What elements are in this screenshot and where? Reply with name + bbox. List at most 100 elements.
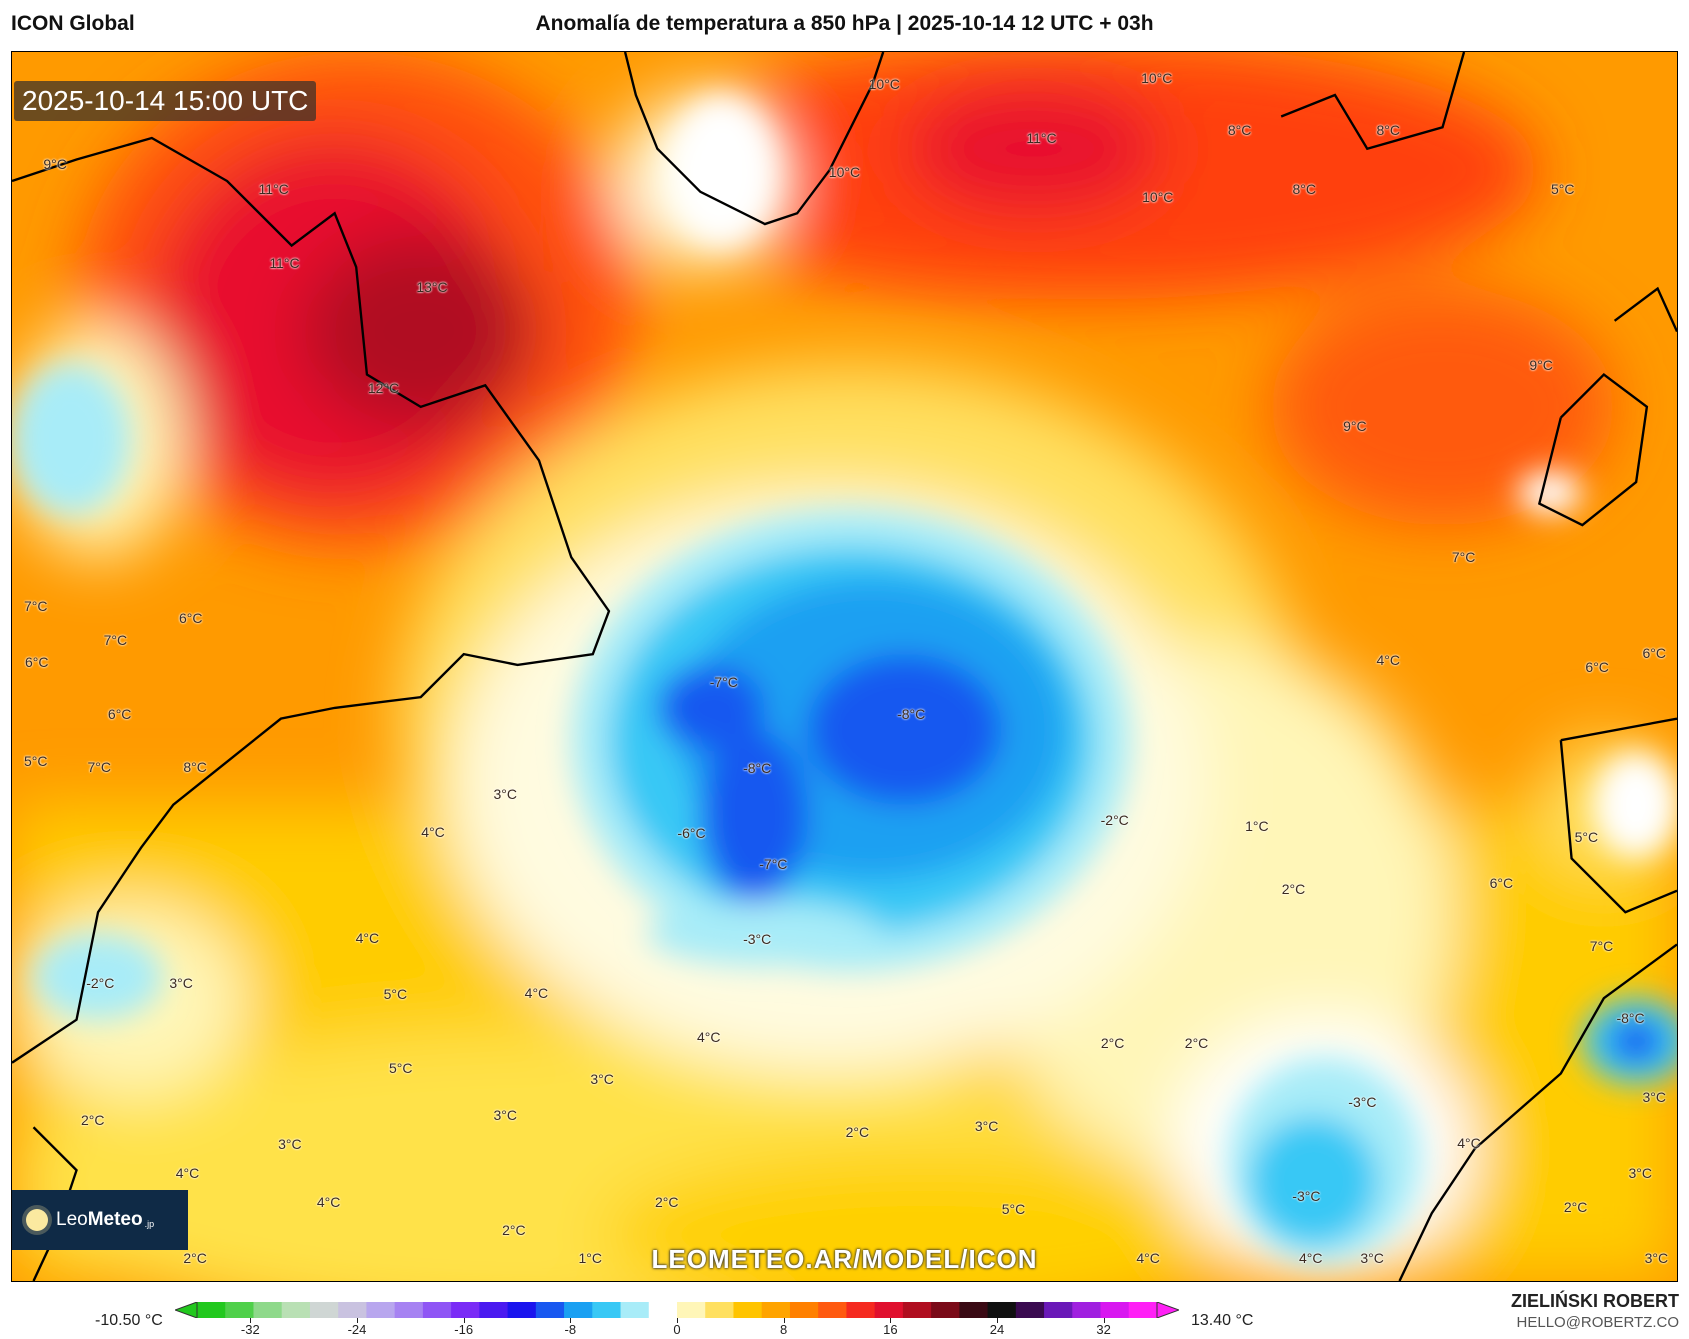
logo-text-bold: Meteo: [87, 1209, 143, 1230]
isotherm-label: 4°C: [355, 930, 380, 947]
colorbar-swatch: [197, 1302, 226, 1318]
isotherm-label: 2°C: [183, 1250, 207, 1267]
sun-icon: [26, 1209, 48, 1231]
isotherm-label: 6°C: [1585, 658, 1609, 675]
isotherm-label: 2°C: [1184, 1034, 1209, 1051]
isotherm-label: 11°C: [258, 180, 289, 197]
isotherm-label: 4°C: [421, 823, 445, 840]
isotherm-label: 3°C: [493, 1106, 517, 1123]
colorbar-tick-mark: [250, 1318, 252, 1323]
logo-text-light: Leo: [56, 1209, 88, 1230]
isotherm-label: 2°C: [502, 1222, 526, 1239]
colorbar-min-arrow: [175, 1302, 198, 1318]
isotherm-label: 4°C: [316, 1194, 341, 1211]
isotherm-label: 3°C: [1642, 1088, 1666, 1105]
colorbar-tick-mark: [1103, 1318, 1105, 1323]
isotherm-label: 11°C: [269, 255, 300, 272]
colorbar-swatch: [987, 1302, 1017, 1318]
colorbar-swatch: [1128, 1302, 1158, 1318]
colorbar-swatch: [451, 1302, 480, 1318]
isotherm-label: -7°C: [759, 856, 788, 873]
isotherm-label: 9°C: [43, 156, 67, 172]
author-email[interactable]: HELLO@ROBERTZ.CO: [1516, 1314, 1679, 1331]
isotherm-label: 3°C: [169, 974, 193, 991]
isotherm-label: 2°C: [1563, 1198, 1588, 1215]
temperature-anomaly-map[interactable]: 2025-10-14 15:00 UTC 10°C 10°C 11°C 8°C 8°C 1…: [11, 51, 1678, 1282]
colorbar-tick-label: 8: [780, 1322, 788, 1337]
colorbar-swatch: [366, 1302, 396, 1318]
colorbar-swatch: [931, 1302, 960, 1318]
isotherm-label: 4°C: [175, 1165, 200, 1182]
colorbar-swatch: [422, 1302, 452, 1318]
isotherm-label: 1°C: [1245, 818, 1269, 835]
isotherm-label: 13°C: [416, 278, 448, 295]
colorbar-max-label: 13.40 °C: [1191, 1312, 1254, 1329]
colorbar-tick-label: 16: [883, 1322, 898, 1337]
colorbar-swatch: [789, 1302, 819, 1318]
colorbar-tick-mark: [463, 1318, 465, 1323]
isotherm-label: 3°C: [1360, 1250, 1384, 1267]
colorbar-swatch: [479, 1302, 509, 1318]
colorbar-tick-mark: [357, 1318, 358, 1323]
isotherm-label: 5°C: [1574, 829, 1599, 846]
colorbar-swatch: [253, 1302, 283, 1318]
colorbar-swatch: [535, 1302, 565, 1318]
isotherm-label: 10°C: [1142, 189, 1174, 206]
isotherm-label: 5°C: [23, 752, 48, 769]
colorbar-tick-mark: [677, 1318, 678, 1323]
colorbar-swatch: [761, 1302, 791, 1318]
isotherm-label: 2°C: [81, 1112, 105, 1129]
colorbar-tick-label: -24: [347, 1322, 367, 1337]
isotherm-label: 4°C: [1457, 1134, 1481, 1151]
colorbar-swatch: [1100, 1302, 1130, 1318]
isotherm-label: 6°C: [1642, 644, 1666, 661]
colorbar-swatch: [1044, 1302, 1073, 1318]
isotherm-label: 8°C: [183, 759, 207, 776]
isotherm-label: 10°C: [1141, 69, 1173, 86]
isotherm-label: 4°C: [1136, 1250, 1160, 1267]
colorbar-tick-label: 0: [673, 1322, 681, 1337]
isotherm-label: 8°C: [1292, 180, 1316, 197]
isotherm-label: 7°C: [1451, 549, 1476, 566]
isotherm-label: -6°C: [677, 824, 706, 841]
colorbar-tick-label: 32: [1096, 1322, 1111, 1337]
colorbar: [175, 1302, 1179, 1318]
isotherm-label: 7°C: [87, 759, 111, 776]
isotherm-label: 7°C: [103, 632, 128, 649]
colorbar-swatch: [564, 1302, 593, 1318]
colorbar-tick-label: -16: [454, 1322, 474, 1337]
colorbar-swatch: [281, 1302, 311, 1318]
isotherm-label: -3°C: [1348, 1094, 1377, 1111]
isotherm-label: 2°C: [1100, 1034, 1125, 1051]
colorbar-swatch: [846, 1302, 876, 1318]
isotherm-label: 11°C: [1026, 130, 1057, 147]
colorbar-swatch: [705, 1302, 734, 1318]
colorbar-swatch: [338, 1302, 367, 1318]
isotherm-label: 6°C: [25, 653, 49, 670]
valid-time-badge: 2025-10-14 15:00 UTC: [14, 81, 317, 121]
colorbar-tick-mark: [997, 1318, 998, 1323]
anomaly-field: [12, 52, 1677, 1281]
isotherm-label: 4°C: [524, 985, 549, 1002]
isotherm-label: 3°C: [278, 1136, 302, 1153]
isotherm-label: -3°C: [743, 931, 772, 948]
isotherm-label: -2°C: [86, 974, 115, 991]
isotherm-label: 8°C: [1227, 121, 1252, 138]
leometeo-logo[interactable]: Leo Meteo .jp: [12, 1190, 188, 1250]
isotherm-label: 2°C: [1281, 880, 1306, 897]
isotherm-label: 3°C: [974, 1117, 999, 1134]
isotherm-label: 4°C: [1376, 652, 1400, 669]
isotherm-label: 8°C: [1376, 121, 1400, 138]
colorbar-tick-mark: [890, 1318, 892, 1323]
colorbar-swatch: [733, 1302, 763, 1318]
watermark: LEOMETEO.AR/MODEL/ICON: [651, 1244, 1038, 1274]
isotherm-label: 9°C: [1343, 417, 1367, 434]
colorbar-swatch: [225, 1302, 254, 1318]
isotherm-label: 2°C: [845, 1124, 870, 1141]
isotherm-label: 5°C: [383, 986, 408, 1003]
isotherm-label: 5°C: [1550, 180, 1575, 197]
isotherm-label: 9°C: [1529, 357, 1553, 374]
colorbar-max-arrow: [1156, 1302, 1179, 1318]
colorbar-swatch: [677, 1302, 706, 1318]
colorbar-swatch: [874, 1302, 904, 1318]
